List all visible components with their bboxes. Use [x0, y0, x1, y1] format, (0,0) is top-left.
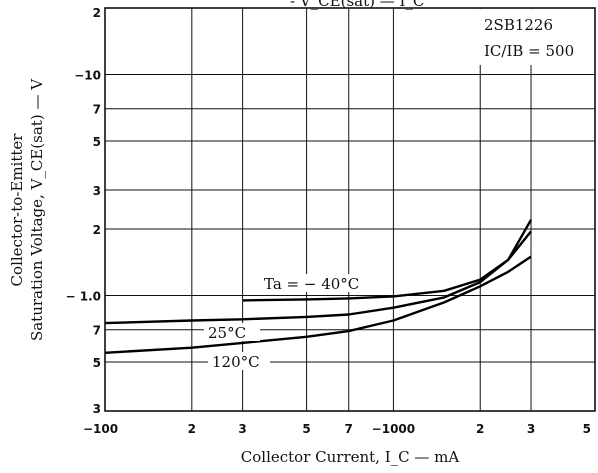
x-tick-label: 5	[302, 422, 310, 436]
curve-label-120c: 120°C	[212, 353, 260, 371]
grid-lines	[104, 7, 596, 412]
y-tick-label: 7	[93, 103, 101, 117]
annotation-box	[478, 9, 594, 65]
condition-label: IC/IB = 500	[484, 42, 574, 60]
y-axis-label-line2: Saturation Voltage, V_CE(sat) — V	[28, 78, 46, 341]
x-tick-label: 3	[527, 422, 535, 436]
y-tick-label: − 1.0	[66, 289, 102, 303]
curve-labels: Ta = − 40°C 25°C 120°C	[204, 274, 368, 371]
y-axis-label-line1: Collector-to-Emitter	[8, 133, 26, 287]
x-tick-labels: −100 2 3 5 7 −1000 2 3 5	[83, 422, 591, 436]
x-tick-label: 2	[476, 422, 484, 436]
y-tick-labels: 3 5 7 − 1.0 2 3 5 7 −10 2	[66, 6, 102, 416]
x-tick-label: 3	[238, 422, 246, 436]
chart-title-fragment: - V_CE(sat) — I_C	[290, 0, 424, 10]
x-tick-label: 5	[583, 422, 591, 436]
y-tick-label: 3	[93, 402, 101, 416]
curve-label-ta-minus40: Ta = − 40°C	[264, 275, 359, 293]
y-tick-label: 2	[93, 223, 101, 237]
part-number: 2SB1226	[484, 16, 553, 34]
y-tick-label: 7	[93, 324, 101, 338]
y-tick-label: 2	[93, 6, 101, 20]
x-tick-label: −1000	[372, 422, 415, 436]
y-tick-label: 5	[93, 356, 101, 370]
x-axis-label: Collector Current, I_C — mA	[241, 448, 460, 466]
curves	[104, 219, 533, 354]
curve-120c	[104, 255, 532, 354]
label-bg-25c	[204, 323, 260, 341]
y-tick-label: 3	[93, 184, 101, 198]
curve-label-25c: 25°C	[208, 324, 246, 342]
x-tick-label: 7	[345, 422, 353, 436]
x-tick-label: −100	[83, 422, 118, 436]
label-bg-120c	[208, 352, 270, 370]
plot-frame	[104, 7, 596, 412]
x-tick-label: 2	[188, 422, 196, 436]
curve-25c	[104, 230, 532, 325]
y-tick-label: 5	[93, 135, 101, 149]
label-bg-ta-minus40	[260, 274, 368, 292]
y-tick-label: −10	[74, 69, 101, 83]
